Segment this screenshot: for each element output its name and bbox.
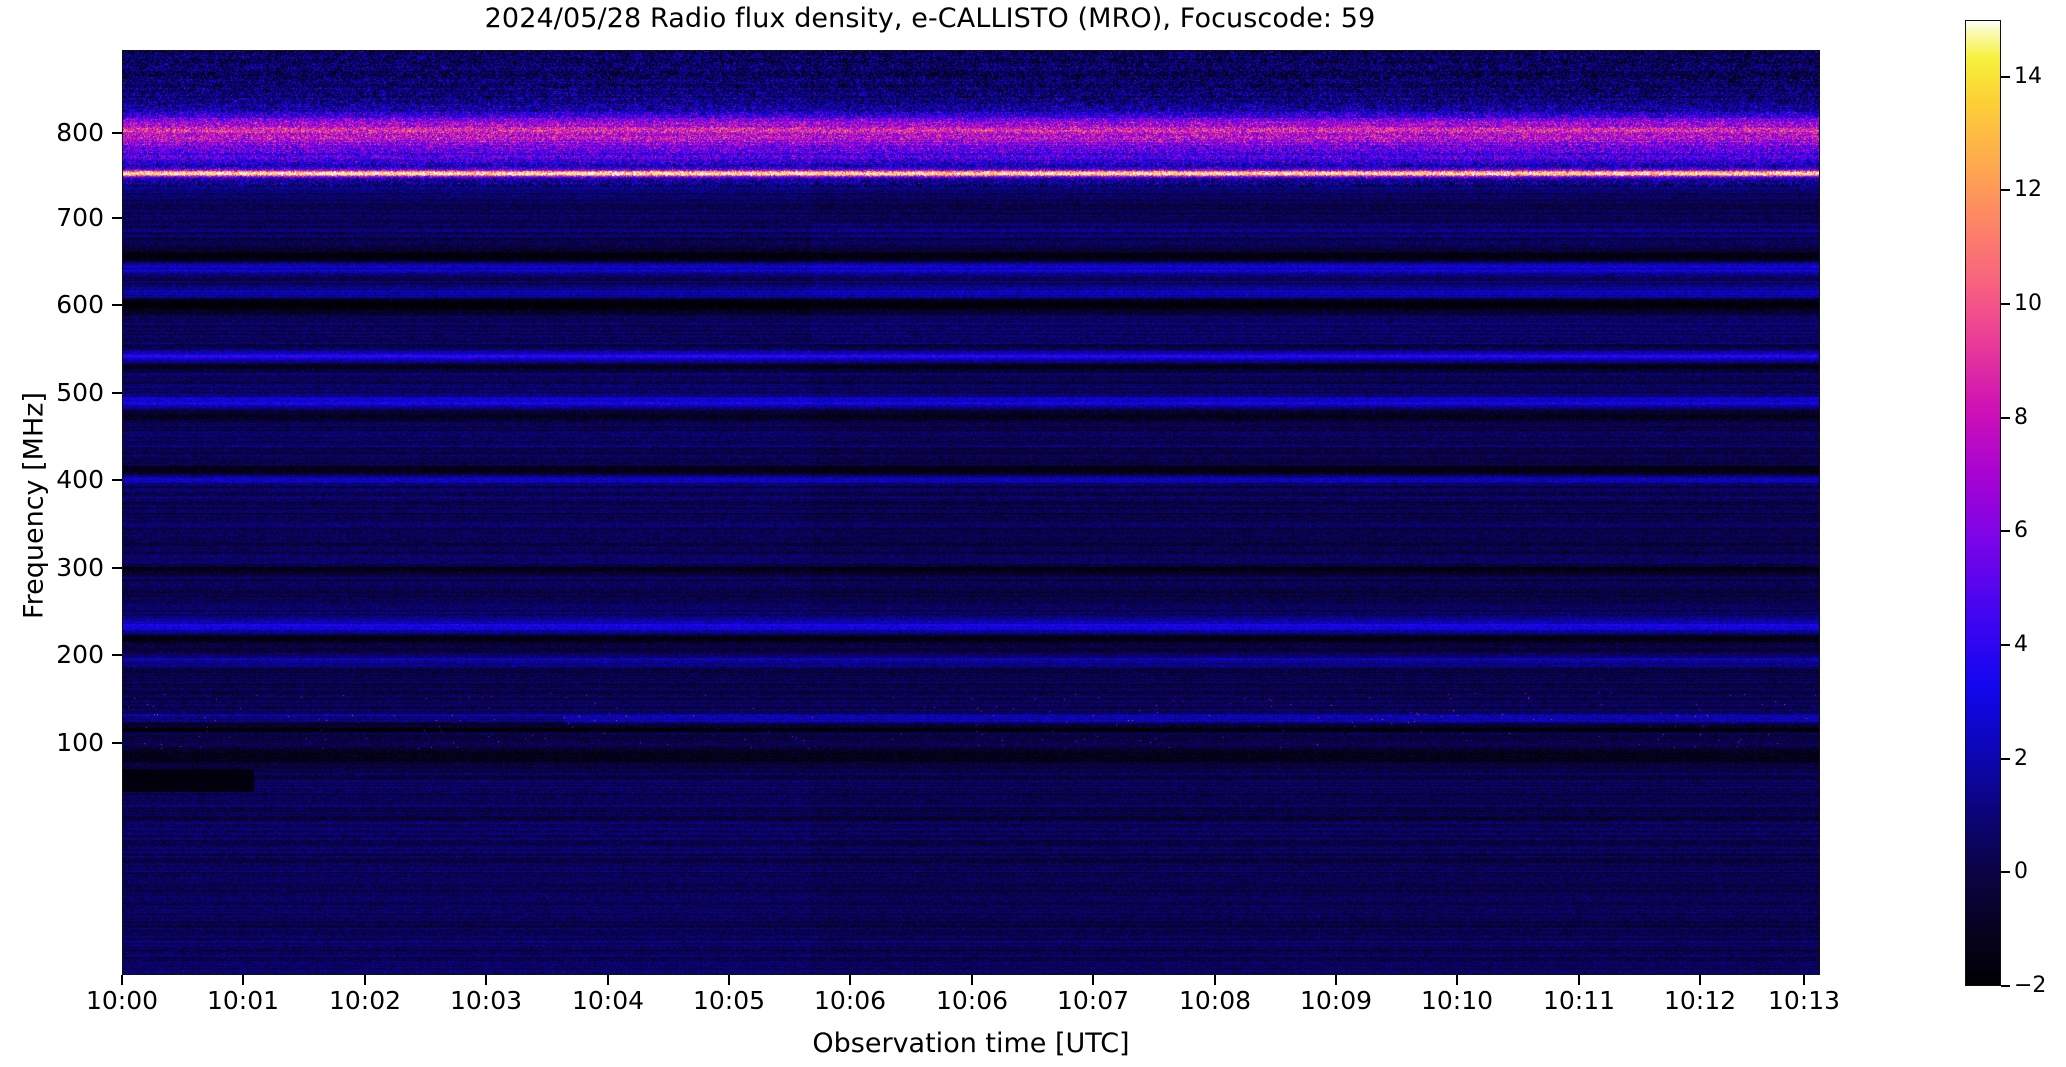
x-axis-tick-label: 10:06 <box>935 986 1009 1015</box>
x-axis-tick <box>121 975 123 985</box>
y-axis-tick <box>112 132 122 134</box>
x-axis-tick <box>1699 975 1701 985</box>
x-axis-tick-label: 10:08 <box>1178 986 1252 1015</box>
x-axis-label: Observation time [UTC] <box>812 1028 1130 1059</box>
colorbar-tick-label: 4 <box>2014 632 2028 658</box>
x-axis-tick-label: 10:11 <box>1542 986 1616 1015</box>
y-axis-tick <box>112 742 122 744</box>
x-axis-tick <box>971 975 973 985</box>
y-axis-tick-label: 800 <box>56 118 104 147</box>
colorbar-tick <box>2001 303 2010 306</box>
x-axis-tick <box>485 975 487 985</box>
colorbar-tick <box>2001 530 2010 533</box>
y-axis-label: Frequency [MHz] <box>18 392 50 619</box>
colorbar-tick-label: 10 <box>2014 291 2042 317</box>
spectrogram-axes[interactable] <box>122 50 1820 975</box>
x-axis-tick-label: 10:03 <box>449 986 523 1015</box>
colorbar-tick-label: 8 <box>2014 404 2028 430</box>
x-axis-tick-label: 10:04 <box>571 986 645 1015</box>
colorbar[interactable] <box>1965 20 2001 986</box>
y-axis-tick-label: 400 <box>56 465 104 494</box>
x-axis-tick <box>728 975 730 985</box>
y-axis-tick <box>112 479 122 481</box>
x-axis-tick-label: 10:12 <box>1663 986 1737 1015</box>
colorbar-tick <box>2001 871 2010 874</box>
y-axis-tick <box>112 217 122 219</box>
x-axis-tick-label: 10:02 <box>328 986 402 1015</box>
x-axis-tick <box>1456 975 1458 985</box>
x-axis-tick <box>364 975 366 985</box>
x-axis-tick-label: 10:07 <box>1056 986 1130 1015</box>
x-axis-tick <box>849 975 851 985</box>
x-axis-tick <box>242 975 244 985</box>
colorbar-tick-label: 2 <box>2014 745 2028 771</box>
x-axis-tick <box>1092 975 1094 985</box>
colorbar-tick <box>2001 416 2010 419</box>
y-axis-tick-label: 300 <box>56 553 104 582</box>
colorbar-tick <box>2001 985 2010 987</box>
colorbar-tick <box>2001 189 2010 192</box>
x-axis-tick-label: 10:01 <box>206 986 280 1015</box>
colorbar-tick <box>2001 75 2010 78</box>
y-axis-tick-label: 200 <box>56 640 104 669</box>
y-axis-tick <box>112 392 122 394</box>
x-axis-tick <box>607 975 609 985</box>
x-axis-tick <box>1335 975 1337 985</box>
x-axis-tick <box>1214 975 1216 985</box>
page-title: 2024/05/28 Radio flux density, e-CALLIST… <box>484 3 1376 34</box>
x-axis-tick <box>1803 975 1805 985</box>
y-axis-tick-label: 700 <box>56 203 104 232</box>
colorbar-tick-label: −2 <box>2014 973 2047 998</box>
x-axis-tick-label: 10:13 <box>1767 986 1841 1015</box>
x-axis-tick-label: 10:05 <box>692 986 766 1015</box>
x-axis-tick-label: 10:10 <box>1420 986 1494 1015</box>
colorbar-tick-label: 6 <box>2014 518 2028 544</box>
y-axis-tick-label: 600 <box>56 290 104 319</box>
colorbar-tick <box>2001 644 2010 647</box>
spectrogram-image <box>123 51 1819 974</box>
colorbar-tick-label: 0 <box>2014 859 2028 885</box>
x-axis-tick <box>1578 975 1580 985</box>
y-axis-tick <box>112 654 122 656</box>
y-axis-tick-label: 100 <box>56 728 104 757</box>
x-axis-tick-label: 10:00 <box>85 986 159 1015</box>
spectrogram-canvas <box>123 51 1819 974</box>
y-axis-tick <box>112 567 122 569</box>
x-axis-tick-label: 10:09 <box>1299 986 1373 1015</box>
y-axis-tick <box>112 304 122 306</box>
colorbar-tick-label: 14 <box>2014 63 2042 89</box>
y-axis-tick-label: 500 <box>56 378 104 407</box>
colorbar-tick <box>2001 757 2010 760</box>
colorbar-tick-label: 12 <box>2014 177 2042 203</box>
x-axis-tick-label: 10:06 <box>813 986 887 1015</box>
